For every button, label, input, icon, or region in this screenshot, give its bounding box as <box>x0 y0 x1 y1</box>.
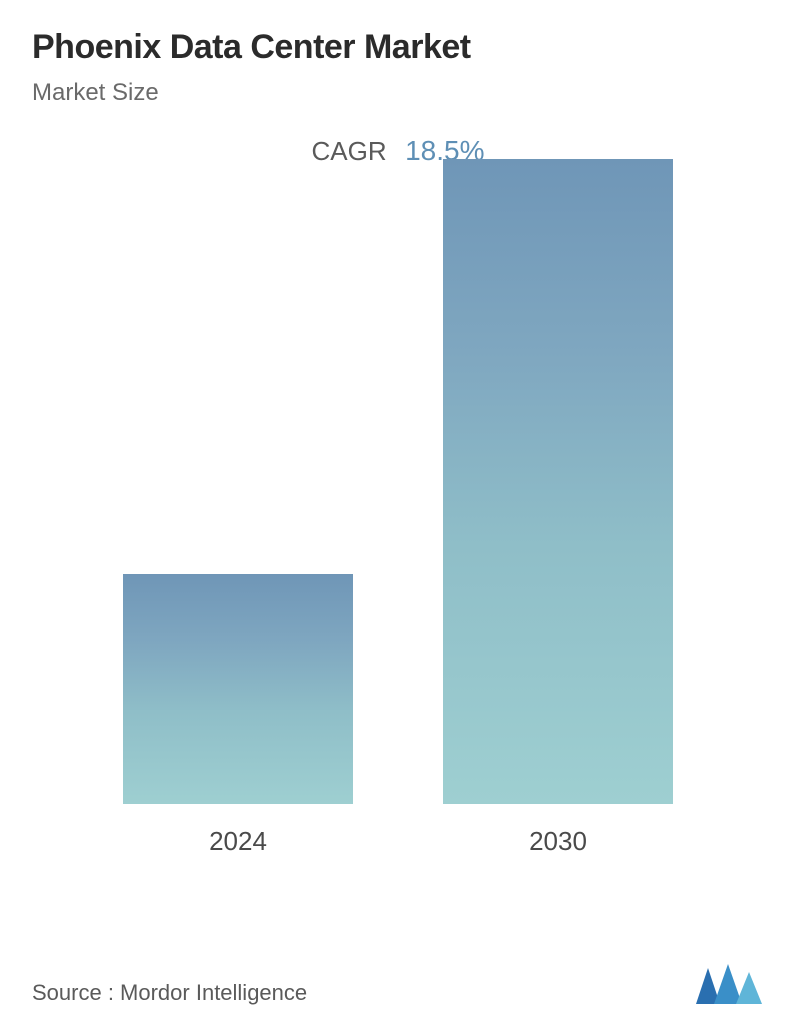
bar-2024 <box>123 574 353 804</box>
bar-group-2030: 2030 <box>443 159 673 857</box>
bar-2030 <box>443 159 673 804</box>
bar-group-2024: 2024 <box>123 574 353 857</box>
chart-subtitle: Market Size <box>32 79 764 107</box>
bar-label-2030: 2030 <box>529 826 587 857</box>
brand-logo-icon <box>694 962 764 1006</box>
cagr-label: CAGR <box>312 136 387 166</box>
chart-area: 2024 2030 <box>32 187 764 907</box>
chart-title: Phoenix Data Center Market <box>32 28 764 67</box>
bar-label-2024: 2024 <box>209 826 267 857</box>
source-text: Source : Mordor Intelligence <box>32 980 307 1006</box>
bars-container: 2024 2030 <box>32 187 764 857</box>
footer: Source : Mordor Intelligence <box>32 962 764 1006</box>
